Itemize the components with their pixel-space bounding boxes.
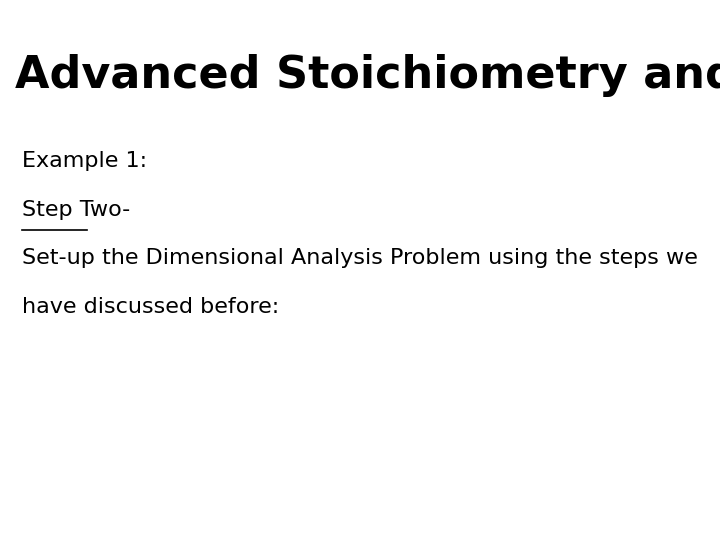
Text: have discussed before:: have discussed before: <box>22 297 279 317</box>
Text: Set-up the Dimensional Analysis Problem using the steps we: Set-up the Dimensional Analysis Problem … <box>22 248 698 268</box>
Text: Step Two-: Step Two- <box>22 200 130 220</box>
Text: Example 1:: Example 1: <box>22 151 148 171</box>
Text: Advanced Stoichiometry and Moles: Advanced Stoichiometry and Moles <box>15 54 720 97</box>
